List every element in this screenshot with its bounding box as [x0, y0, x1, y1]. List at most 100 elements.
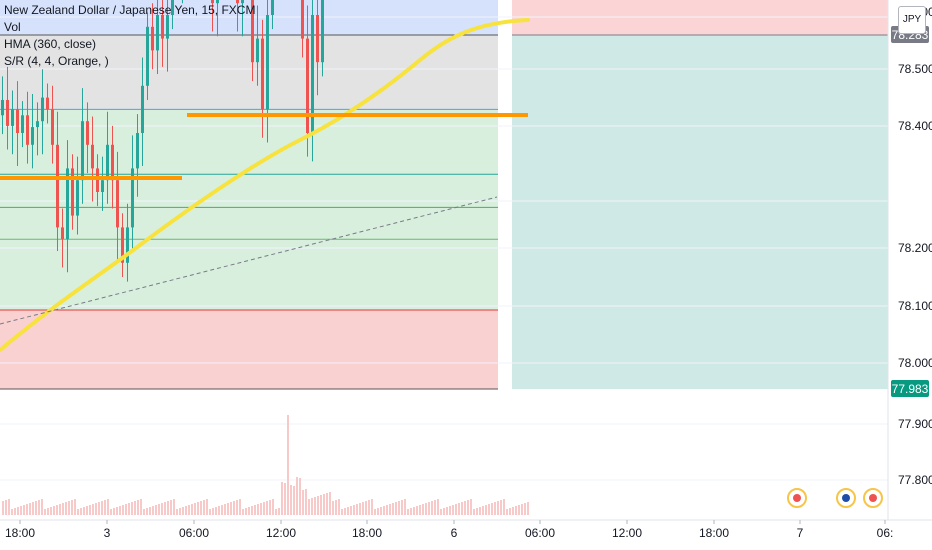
volume-bar-503 [503, 499, 505, 515]
zone-band-1 [0, 0, 498, 36]
candle-body-16 [76, 180, 79, 216]
candle-body-10 [46, 97, 49, 110]
candle-body-65 [321, 0, 324, 63]
volume-bar-185 [185, 506, 187, 515]
volume-bar-233 [233, 501, 235, 515]
price-axis[interactable]: 78.60078.50078.40078.20078.10078.00077.9… [887, 0, 932, 520]
volume-bar-125 [125, 504, 127, 515]
volume-bar-446 [446, 507, 448, 515]
volume-bar-254 [254, 505, 256, 515]
volume-bar-371 [371, 499, 373, 515]
volume-bar-467 [467, 500, 469, 515]
volume-bar-488 [488, 504, 490, 515]
volume-bar-401 [401, 500, 403, 515]
volume-bar-281 [281, 482, 283, 515]
volume-bar-86 [86, 506, 88, 515]
volume-bar-500 [500, 500, 502, 515]
volume-bar-299 [299, 478, 301, 515]
volume-bar-314 [314, 497, 316, 515]
volume-bar-290 [290, 485, 292, 515]
volume-bar-230 [230, 502, 232, 515]
volume-bar-380 [380, 507, 382, 515]
volume-bar-476 [476, 508, 478, 515]
volume-bar-302 [302, 490, 304, 515]
event-markers[interactable] [787, 488, 883, 508]
volume-bar-14 [14, 508, 16, 515]
position-reward-zone [512, 35, 888, 390]
volume-bar-149 [149, 507, 151, 515]
candle-body-21 [101, 180, 104, 192]
time-axis[interactable]: 18:00 3 06:00 12:00 18:00 6 06:00 12:00 18:00 7 06… [0, 519, 932, 540]
volume-bar-134 [134, 501, 136, 515]
candle-body-62 [306, 38, 309, 133]
overlays [0, 18, 530, 352]
volume-bar-329 [329, 492, 331, 515]
hma-curve [0, 18, 530, 352]
candle-body-33 [161, 15, 164, 39]
x-tick-3: 12:00 [266, 526, 296, 540]
volume-bar-509 [509, 508, 511, 515]
candle-body-22 [106, 144, 109, 181]
y-tick-3: 78.200 [898, 241, 932, 255]
x-tick-0: 18:00 [5, 526, 35, 540]
volume-bar-377 [377, 508, 379, 515]
zone-band-4 [0, 310, 498, 390]
volume-bar-365 [365, 501, 367, 515]
volume-bar-407 [407, 509, 409, 515]
volume-bar-287 [287, 415, 289, 515]
volume-bar-35 [35, 501, 37, 515]
candle-body-34 [166, 15, 169, 39]
volume-bar-245 [245, 508, 247, 515]
volume-bar-338 [338, 499, 340, 515]
hma-legend[interactable]: HMA (360, close) [4, 37, 97, 51]
volume-bar-41 [41, 499, 43, 515]
volume-bar-317 [317, 496, 319, 515]
trend-line [0, 196, 498, 325]
symbol-title[interactable]: New Zealand Dollar / Japanese Yen, 15, F… [4, 3, 256, 17]
volume-bar-80 [80, 508, 82, 515]
volume-bar-332 [332, 501, 334, 515]
volume-bar-95 [95, 503, 97, 515]
volume-bars [2, 415, 529, 515]
volume-bar-179 [179, 508, 181, 515]
x-tick-7: 12:00 [612, 526, 642, 540]
volume-bar-92 [92, 504, 94, 515]
volume-bar-440 [440, 509, 442, 515]
candle-body-19 [91, 144, 94, 169]
volume-bar-77 [77, 509, 79, 515]
volume-bar-212 [212, 508, 214, 515]
chart-legend: New Zealand Dollar / Japanese Yen, 15, F… [4, 2, 255, 70]
volume-bar-68 [68, 501, 70, 515]
volume-bar-98 [98, 502, 100, 515]
volume-bar-113 [113, 508, 115, 515]
volume-bar-308 [308, 499, 310, 515]
candle-body-6 [26, 115, 29, 145]
volume-bar-398 [398, 501, 400, 515]
volume-bar-107 [107, 499, 109, 515]
currency-badge[interactable]: JPY [898, 6, 926, 34]
volume-bar-158 [158, 504, 160, 515]
volume-bar-62 [62, 503, 64, 515]
volume-bar-482 [482, 506, 484, 515]
candle-body-17 [81, 121, 84, 181]
candle-body-32 [156, 15, 159, 51]
volume-bar-110 [110, 509, 112, 515]
volume-bar-11 [11, 509, 13, 515]
candle-body-27 [131, 168, 134, 228]
volume-bar-23 [23, 505, 25, 515]
candle-body-11 [51, 109, 54, 145]
volume-bar-512 [512, 507, 514, 515]
volume-bar-191 [191, 504, 193, 515]
candle-body-53 [261, 38, 264, 110]
sr-legend[interactable]: S/R (4, 4, Orange, ) [4, 54, 109, 68]
volume-bar-200 [200, 501, 202, 515]
volume-bar-5 [5, 500, 7, 515]
candle-body-9 [41, 97, 44, 122]
volume-bar-50 [50, 507, 52, 515]
volume-legend[interactable]: Vol [4, 20, 21, 34]
volume-bar-434 [434, 500, 436, 515]
candle-body-4 [16, 109, 19, 133]
candle-body-49 [241, 0, 244, 4]
x-tick-10: 06: [877, 526, 894, 540]
